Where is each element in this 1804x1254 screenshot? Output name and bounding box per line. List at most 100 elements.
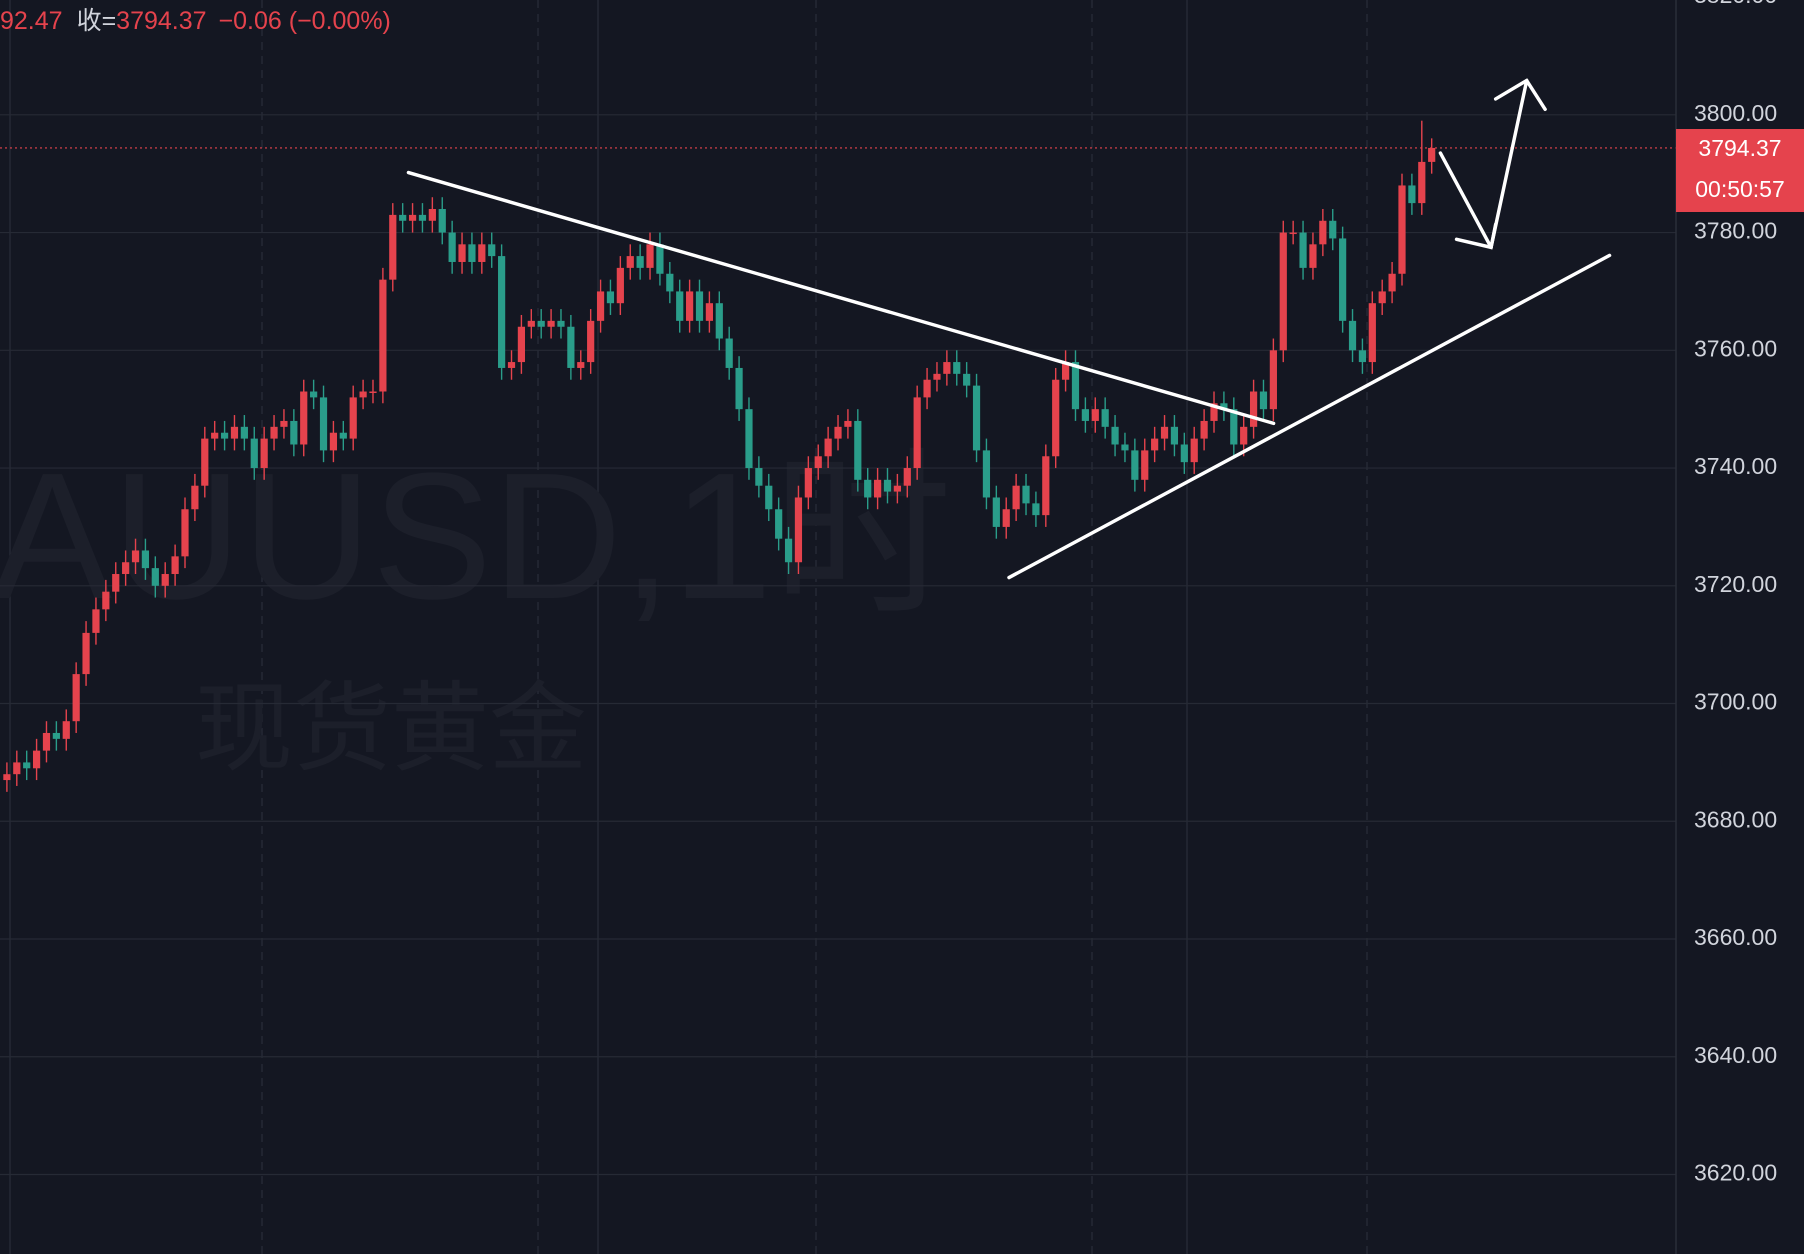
candle-body bbox=[616, 267, 624, 304]
support-line bbox=[1007, 253, 1612, 580]
candle-body bbox=[349, 397, 357, 439]
candle-body bbox=[23, 762, 31, 769]
price-axis: 3620.00 3640.00 3660.00 3680.00 3700.00 3720.… bbox=[1675, 0, 1777, 1254]
candle-body bbox=[1408, 185, 1416, 204]
candle-body bbox=[379, 279, 387, 392]
candle-body bbox=[963, 373, 971, 386]
close-value: 3794.37 bbox=[116, 7, 206, 35]
candle-body bbox=[1230, 409, 1238, 445]
candle-body bbox=[577, 362, 585, 368]
candle-body bbox=[1368, 303, 1376, 363]
candle-body bbox=[527, 320, 535, 327]
candle-body bbox=[913, 397, 921, 469]
candle-body bbox=[230, 426, 239, 439]
candle-body bbox=[1418, 161, 1426, 204]
y-tick-label: 3820.00 bbox=[1694, 0, 1777, 8]
candle-body bbox=[1032, 503, 1040, 516]
candle-body bbox=[1269, 350, 1277, 410]
candle-body bbox=[369, 391, 377, 394]
candle-body bbox=[1190, 438, 1198, 463]
candle-body bbox=[3, 774, 11, 781]
candle-body bbox=[438, 209, 446, 233]
candle-body bbox=[1358, 350, 1367, 363]
watermark-symbol: AUUSD,1时 bbox=[0, 436, 952, 637]
candle-body bbox=[112, 574, 120, 592]
candle-body bbox=[1022, 485, 1030, 504]
watermark-name: 现货黄金 bbox=[195, 673, 587, 783]
horizontal-grid bbox=[0, 114, 1676, 1176]
candle-body bbox=[606, 291, 615, 304]
candle-body bbox=[1101, 409, 1109, 427]
y-tick-label: 3660.00 bbox=[1694, 924, 1777, 950]
candle-body bbox=[141, 550, 150, 569]
candle-body bbox=[676, 291, 684, 321]
countdown: 00:50:57 bbox=[1695, 176, 1785, 202]
candle-body bbox=[943, 362, 951, 374]
candle-body bbox=[448, 232, 456, 262]
candle-body bbox=[171, 556, 179, 575]
candle-body bbox=[389, 214, 397, 280]
candle-body bbox=[656, 244, 664, 274]
candle-body bbox=[250, 438, 258, 469]
price-tag: 3794.37 00:50:57 bbox=[1676, 129, 1804, 212]
candle-body bbox=[270, 426, 278, 439]
drawings bbox=[406, 78, 1612, 580]
resistance-line bbox=[406, 170, 1276, 426]
price-tag-box bbox=[1676, 129, 1804, 212]
candle-body bbox=[72, 674, 80, 722]
candle-body bbox=[1309, 244, 1317, 268]
candle-body bbox=[260, 438, 268, 469]
candle-body bbox=[418, 214, 427, 221]
candle-body bbox=[428, 209, 436, 221]
candle-body bbox=[537, 320, 545, 327]
candle-body bbox=[874, 479, 882, 498]
candle-body bbox=[488, 244, 496, 257]
y-tick-label: 3760.00 bbox=[1694, 335, 1777, 361]
candle-body bbox=[735, 367, 743, 410]
candle-body bbox=[1388, 273, 1396, 292]
candle-body bbox=[1151, 438, 1159, 451]
candle-body bbox=[705, 303, 713, 321]
y-tick-label: 3680.00 bbox=[1694, 806, 1777, 832]
arrow-down bbox=[1438, 151, 1493, 250]
change: −0.06 (−0.00%) bbox=[219, 7, 391, 35]
candle-body bbox=[933, 373, 941, 380]
candle-body bbox=[280, 420, 288, 427]
candle-body bbox=[468, 244, 476, 262]
candle-body bbox=[972, 385, 981, 451]
arrowhead-up bbox=[1493, 78, 1547, 112]
candle-body bbox=[13, 762, 21, 775]
candle-body bbox=[211, 432, 219, 439]
candle-body bbox=[1052, 379, 1060, 457]
candle-body bbox=[290, 420, 298, 445]
candle-body bbox=[666, 273, 674, 292]
candle-body bbox=[646, 244, 654, 268]
candle-body bbox=[240, 426, 248, 439]
candle-body bbox=[220, 432, 229, 439]
candle-body bbox=[854, 420, 862, 480]
candle-body bbox=[1210, 403, 1218, 421]
candle-body bbox=[715, 303, 723, 339]
candle-body bbox=[82, 632, 90, 675]
candle-body bbox=[300, 391, 308, 445]
candle-body bbox=[92, 609, 100, 633]
candle-body bbox=[161, 574, 169, 586]
candle-body bbox=[1299, 232, 1307, 268]
candle-body bbox=[131, 550, 140, 563]
candle-body bbox=[804, 468, 812, 498]
candle-body bbox=[1061, 362, 1070, 380]
candle-body bbox=[725, 338, 733, 368]
candle-body bbox=[695, 291, 704, 321]
y-tick-label: 3740.00 bbox=[1694, 453, 1777, 479]
candle-body bbox=[1071, 362, 1080, 410]
candle-body bbox=[1319, 220, 1327, 245]
candle-body bbox=[775, 509, 783, 539]
y-tick-label: 3720.00 bbox=[1694, 571, 1777, 597]
candle-body bbox=[329, 432, 338, 451]
candle-body bbox=[1081, 409, 1089, 421]
header: 92.47 收=3794.37 −0.06 (−0.00%) bbox=[0, 7, 391, 35]
candle-body bbox=[458, 244, 466, 262]
candle-body bbox=[567, 326, 575, 368]
candle-body bbox=[1200, 420, 1208, 439]
candle-body bbox=[1428, 147, 1436, 162]
